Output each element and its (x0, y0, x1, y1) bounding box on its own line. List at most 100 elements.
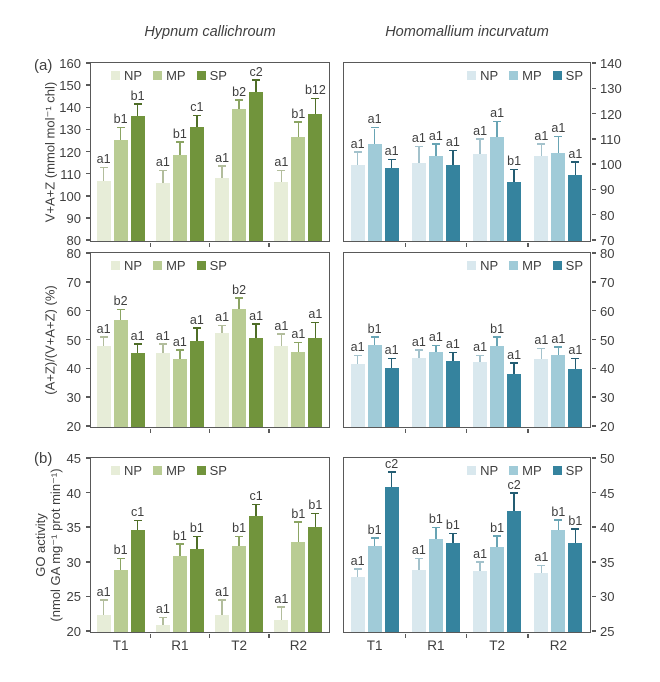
legend-swatch-mp-icon (153, 261, 163, 270)
x-tick (465, 428, 468, 433)
y-tick-label: 110 (60, 166, 81, 182)
error-bar-cap (311, 321, 320, 324)
bar-mp-r1 (428, 352, 443, 427)
y-tick (591, 138, 596, 140)
legend-label-sp: SP (209, 463, 227, 478)
error-bar-cap (294, 341, 303, 344)
error-bar (356, 152, 359, 166)
x-category-label: T1 (366, 638, 383, 653)
error-bar-cap (414, 145, 423, 148)
error-bar-cap (192, 327, 201, 329)
y-tick (85, 396, 90, 398)
y-tick-label: 35 (600, 554, 615, 570)
error-bar (513, 363, 515, 374)
error-bar (255, 505, 257, 517)
bar-mp-t2 (490, 546, 505, 632)
bar-letter-label: a1 (473, 340, 488, 355)
bar-letter-label: a1 (249, 308, 264, 323)
error-bar-cap (510, 168, 519, 171)
bar-letter-label: b1 (172, 126, 187, 141)
y-tick (85, 281, 90, 283)
bar-np-r1 (411, 162, 426, 241)
error-bar (280, 334, 283, 347)
y-tick-label: 60 (600, 303, 615, 319)
bar-mp-t1 (367, 545, 382, 632)
bar-letter-label: b1 (490, 520, 505, 535)
bar-letter-label: a1 (291, 327, 306, 342)
error-bar-cap (571, 528, 580, 530)
bar-np-t1 (96, 181, 111, 241)
bar-sp-t1 (130, 353, 145, 427)
bar-letter-label: a1 (274, 155, 289, 170)
y-tick (85, 367, 90, 370)
x-tick (404, 242, 406, 247)
error-bar-cap (571, 161, 580, 163)
bar-sp-t1 (384, 486, 399, 632)
bar-letter-label: a1 (308, 307, 323, 322)
error-bar-cap (431, 344, 440, 347)
bar-sp-t2 (249, 516, 264, 632)
bar-letter-label: a1 (568, 146, 583, 161)
bar-letter-label: a1 (445, 135, 460, 150)
error-bar-cap (116, 308, 125, 311)
y-tick-label: 70 (600, 233, 615, 248)
y-tick (85, 62, 90, 64)
bar-np-r2 (534, 156, 549, 241)
y-tick-label: 130 (59, 122, 81, 138)
error-bar (162, 618, 164, 626)
error-bar (574, 359, 577, 370)
bar-sp-r1 (189, 340, 204, 427)
legend-swatch-mp-icon (153, 71, 163, 80)
y-tick-label: 30 (66, 554, 81, 570)
error-bar-cap (370, 537, 379, 539)
legend-label-sp: SP (565, 463, 583, 478)
y-tick-label: 25 (66, 589, 81, 605)
error-bar (435, 528, 437, 539)
error-bar-cap (476, 354, 485, 357)
bar-letter-label: a1 (473, 123, 488, 138)
legend-label-mp: MP (522, 68, 542, 83)
error-bar-cap (158, 616, 167, 619)
error-bar-cap (235, 535, 244, 538)
legend-item-sp: SP (552, 68, 583, 83)
bar-np-r1 (411, 569, 426, 632)
bar-letter-label: a1 (274, 591, 289, 606)
error-bar-cap (158, 343, 167, 345)
bar-letter-label: a1 (172, 334, 187, 349)
error-bar (574, 529, 577, 544)
bar-np-r1 (155, 183, 170, 241)
y-tick (591, 188, 596, 191)
error-bar-cap (493, 120, 502, 123)
bar-np-r1 (155, 353, 170, 427)
y-tick (591, 338, 596, 341)
error-bar (179, 142, 181, 155)
error-bar (496, 337, 498, 347)
y-tick-label: 100 (600, 157, 622, 173)
bar-np-t2 (473, 153, 488, 241)
x-category-label: T2 (231, 638, 247, 653)
y-tick (85, 128, 90, 131)
error-bar (557, 347, 560, 355)
error-bar-cap (116, 126, 125, 129)
bar-np-t1 (96, 346, 111, 427)
error-bar (314, 99, 317, 114)
y-tick-label: 50 (66, 332, 81, 348)
error-bar-cap (537, 564, 546, 567)
y-tick-label: 40 (66, 485, 81, 501)
bar-np-t1 (350, 165, 365, 241)
legend-swatch-mp-icon (509, 71, 519, 80)
legend: NP MP SP (111, 463, 227, 478)
y-tick-label: 150 (59, 78, 81, 94)
x-category-label: R2 (289, 638, 307, 653)
x-tick (149, 242, 151, 247)
error-bar-cap (133, 519, 142, 522)
legend: NP MP SP (111, 258, 227, 273)
x-category-label: R1 (171, 638, 189, 653)
error-bar (418, 559, 420, 570)
legend-swatch-mp-icon (509, 261, 519, 270)
error-bar-cap (294, 521, 303, 523)
legend-label-sp: SP (209, 258, 227, 273)
y-tick-label: 20 (600, 419, 615, 434)
y-tick-label: 80 (600, 246, 615, 261)
y-tick (85, 425, 90, 427)
